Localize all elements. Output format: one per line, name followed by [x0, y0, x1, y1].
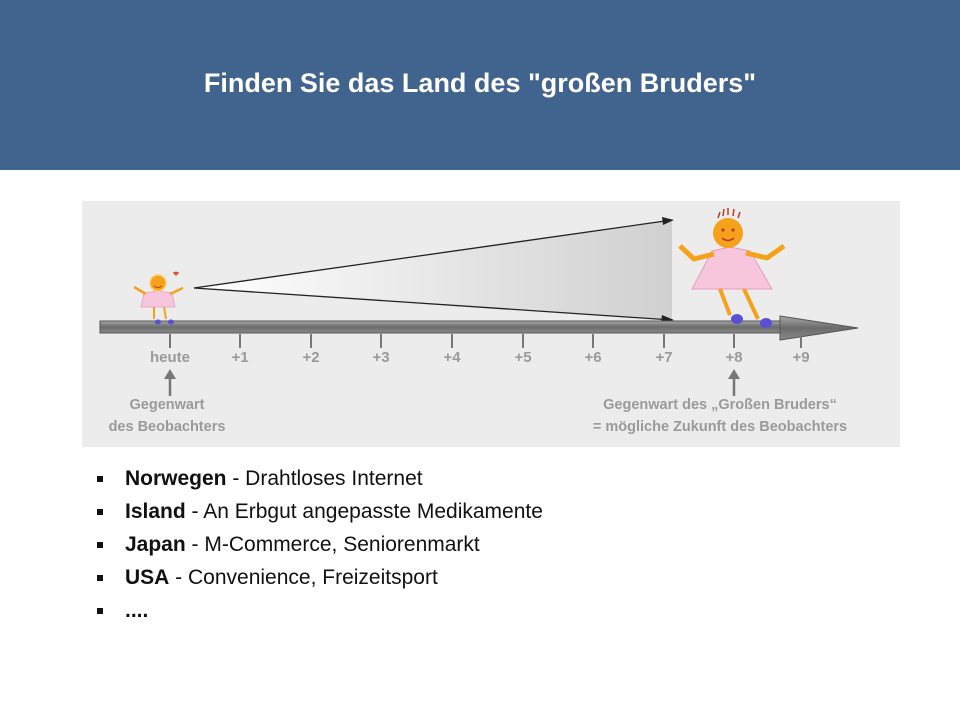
tick-label-plus-8: +8 [725, 349, 743, 366]
country-topic: - An Erbgut angepasste Medikamente [185, 500, 543, 523]
list-item: Island - An Erbgut angepasste Medikament… [92, 495, 543, 528]
slide-title: Finden Sie das Land des "großen Bruders" [203, 68, 757, 98]
bullet-square-icon [97, 608, 103, 614]
country-name: .... [125, 599, 149, 622]
big-brother-note: Gegenwart des „Großen Bruders“ = möglich… [550, 394, 890, 438]
list-item: Japan - M-Commerce, Seniorenmarkt [92, 528, 543, 561]
slide-header: Finden Sie das Land des "großen Bruders" [0, 0, 960, 170]
observer-note: Gegenwart des Beobachters [82, 394, 252, 438]
tick-label-plus-3: +3 [372, 349, 390, 366]
list-item: Norwegen - Drahtloses Internet [92, 462, 543, 495]
country-name: Island [125, 500, 186, 523]
tick-label-plus-7: +7 [655, 349, 673, 366]
country-topic: - Drahtloses Internet [226, 467, 423, 490]
tick-label-today: heute [149, 349, 190, 366]
timeline-panel: heute +1 +2 +3 +4 +5 +6 +7 +8 +9 Gegenwa… [82, 201, 900, 447]
big-brother-note-line1: Gegenwart des „Großen Bruders“ [603, 397, 837, 413]
tick-marks [169, 334, 802, 348]
observer-pointer-arrow [164, 369, 176, 396]
tick-label-plus-6: +6 [584, 349, 602, 366]
tick-label-plus-4: +4 [443, 349, 461, 366]
projection-arrowhead-top [662, 217, 674, 225]
small-girl-icon [133, 271, 184, 325]
projection-cone [194, 220, 672, 320]
tick-label-plus-1: +1 [231, 349, 249, 366]
country-name: Japan [125, 533, 186, 556]
country-topic: - Convenience, Freizeitsport [169, 566, 438, 589]
country-name: USA [125, 566, 170, 589]
projection-line-top [193, 219, 673, 289]
tick-label-plus-5: +5 [514, 349, 532, 366]
projection-line-bottom [193, 287, 673, 321]
list-item: USA - Convenience, Freizeitsport [92, 561, 543, 594]
big-brother-note-line2: = mögliche Zukunft des Beobachters [592, 419, 848, 435]
list-item: .... [92, 594, 543, 627]
timeline-graphic [99, 208, 859, 396]
bullet-square-icon [97, 476, 103, 482]
time-axis-arrow [99, 315, 859, 341]
bullet-square-icon [97, 575, 103, 581]
big-girl-icon [678, 208, 786, 328]
country-name: Norwegen [125, 467, 227, 490]
tick-label-plus-2: +2 [302, 349, 320, 366]
observer-note-line1: Gegenwart [129, 397, 205, 413]
tick-label-plus-9: +9 [792, 349, 810, 366]
bullet-square-icon [97, 509, 103, 515]
big-brother-pointer-arrow [728, 369, 740, 396]
country-topic: - M-Commerce, Seniorenmarkt [185, 533, 480, 556]
country-list: Norwegen - Drahtloses Internet Island - … [92, 462, 543, 627]
bullet-square-icon [97, 542, 103, 548]
observer-note-line2: des Beobachters [108, 419, 226, 435]
